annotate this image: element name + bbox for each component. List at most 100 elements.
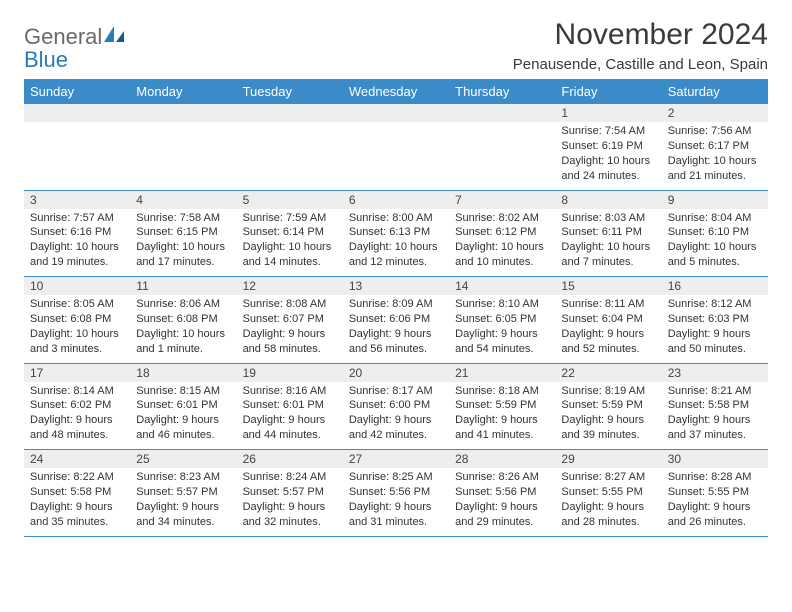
day-data-cell: Sunrise: 7:56 AMSunset: 6:17 PMDaylight:… — [662, 122, 768, 190]
day-data-cell: Sunrise: 8:05 AMSunset: 6:08 PMDaylight:… — [24, 295, 130, 363]
sunset-text: Sunset: 6:01 PM — [136, 398, 230, 413]
day-data-row: Sunrise: 8:14 AMSunset: 6:02 PMDaylight:… — [24, 382, 768, 450]
title-block: November 2024 Penausende, Castille and L… — [513, 18, 768, 73]
day-number-cell: 27 — [343, 450, 449, 469]
sunrise-text: Sunrise: 8:11 AM — [561, 297, 655, 312]
logo-text-bottom: Blue — [24, 47, 126, 73]
sunset-text: Sunset: 5:59 PM — [455, 398, 549, 413]
day-header: Tuesday — [237, 79, 343, 104]
sunrise-text: Sunrise: 7:54 AM — [561, 124, 655, 139]
sunrise-text: Sunrise: 8:23 AM — [136, 470, 230, 485]
sunset-text: Sunset: 6:13 PM — [349, 225, 443, 240]
sunrise-text: Sunrise: 8:26 AM — [455, 470, 549, 485]
day-data-cell: Sunrise: 8:10 AMSunset: 6:05 PMDaylight:… — [449, 295, 555, 363]
day-number-cell: 1 — [555, 104, 661, 122]
day-number-cell: 2 — [662, 104, 768, 122]
daylight-text: Daylight: 9 hours and 41 minutes. — [455, 413, 549, 443]
daylight-text: Daylight: 9 hours and 52 minutes. — [561, 327, 655, 357]
day-data-cell: Sunrise: 8:24 AMSunset: 5:57 PMDaylight:… — [237, 468, 343, 536]
day-data-cell: Sunrise: 8:28 AMSunset: 5:55 PMDaylight:… — [662, 468, 768, 536]
day-number-cell — [449, 104, 555, 122]
sunset-text: Sunset: 6:19 PM — [561, 139, 655, 154]
sunrise-text: Sunrise: 8:00 AM — [349, 211, 443, 226]
daylight-text: Daylight: 9 hours and 44 minutes. — [243, 413, 337, 443]
daylight-text: Daylight: 10 hours and 24 minutes. — [561, 154, 655, 184]
day-number-cell: 8 — [555, 190, 661, 209]
daylight-text: Daylight: 9 hours and 50 minutes. — [668, 327, 762, 357]
day-number-cell: 24 — [24, 450, 130, 469]
sunrise-text: Sunrise: 8:05 AM — [30, 297, 124, 312]
day-number-cell: 6 — [343, 190, 449, 209]
page-header: General Blue November 2024 Penausende, C… — [24, 18, 768, 73]
day-number-row: 24252627282930 — [24, 450, 768, 469]
month-title: November 2024 — [513, 18, 768, 52]
day-header: Saturday — [662, 79, 768, 104]
daylight-text: Daylight: 9 hours and 35 minutes. — [30, 500, 124, 530]
daylight-text: Daylight: 9 hours and 28 minutes. — [561, 500, 655, 530]
day-number-cell — [130, 104, 236, 122]
day-number-cell: 7 — [449, 190, 555, 209]
sunset-text: Sunset: 6:00 PM — [349, 398, 443, 413]
day-data-cell: Sunrise: 8:02 AMSunset: 6:12 PMDaylight:… — [449, 209, 555, 277]
day-header: Monday — [130, 79, 236, 104]
sunrise-text: Sunrise: 7:58 AM — [136, 211, 230, 226]
day-number-cell: 29 — [555, 450, 661, 469]
sunset-text: Sunset: 6:11 PM — [561, 225, 655, 240]
day-number-cell: 17 — [24, 363, 130, 382]
day-data-cell: Sunrise: 8:15 AMSunset: 6:01 PMDaylight:… — [130, 382, 236, 450]
sunset-text: Sunset: 6:14 PM — [243, 225, 337, 240]
logo: General Blue — [24, 26, 126, 73]
day-number-cell: 30 — [662, 450, 768, 469]
day-number-cell: 28 — [449, 450, 555, 469]
day-data-cell: Sunrise: 8:14 AMSunset: 6:02 PMDaylight:… — [24, 382, 130, 450]
sunset-text: Sunset: 6:08 PM — [136, 312, 230, 327]
sunset-text: Sunset: 5:59 PM — [561, 398, 655, 413]
sunset-text: Sunset: 6:01 PM — [243, 398, 337, 413]
daylight-text: Daylight: 9 hours and 31 minutes. — [349, 500, 443, 530]
sunrise-text: Sunrise: 8:22 AM — [30, 470, 124, 485]
day-header: Thursday — [449, 79, 555, 104]
day-data-row: Sunrise: 8:05 AM Sunset: 6:08 PM Daylight:… — [24, 295, 768, 363]
daylight-text: Daylight: 9 hours and 29 minutes. — [455, 500, 549, 530]
sunset-text: Sunset: 6:12 PM — [455, 225, 549, 240]
sunset-text: Sunset: 5:56 PM — [455, 485, 549, 500]
day-header: Friday — [555, 79, 661, 104]
sunset-text: Sunset: 6:16 PM — [30, 225, 124, 240]
day-number-cell: 14 — [449, 277, 555, 296]
daylight-text: Daylight: 9 hours and 39 minutes. — [561, 413, 655, 443]
sunrise-text: Sunrise: 8:16 AM — [243, 384, 337, 399]
calendar-table: Sunday Monday Tuesday Wednesday Thursday… — [24, 79, 768, 537]
sunset-text: Sunset: 6:02 PM — [30, 398, 124, 413]
daylight-text: Daylight: 9 hours and 46 minutes. — [136, 413, 230, 443]
day-data-cell: Sunrise: 8:08 AMSunset: 6:07 PMDaylight:… — [237, 295, 343, 363]
day-data-cell: Sunrise: 8:12 AMSunset: 6:03 PMDaylight:… — [662, 295, 768, 363]
day-number-row: 10111213141516 — [24, 277, 768, 296]
sunrise-text: Sunrise: 8:19 AM — [561, 384, 655, 399]
sunrise-text: Sunrise: 8:24 AM — [243, 470, 337, 485]
day-data-cell: Sunrise: 8:26 AMSunset: 5:56 PMDaylight:… — [449, 468, 555, 536]
sunrise-text: Sunrise: 7:59 AM — [243, 211, 337, 226]
sunrise-text: Sunrise: 8:18 AM — [455, 384, 549, 399]
daylight-text: Daylight: 9 hours and 48 minutes. — [30, 413, 124, 443]
day-header: Wednesday — [343, 79, 449, 104]
day-number-cell: 19 — [237, 363, 343, 382]
day-data-cell: Sunrise: 7:58 AMSunset: 6:15 PMDaylight:… — [130, 209, 236, 277]
day-data-cell: Sunrise: 8:25 AMSunset: 5:56 PMDaylight:… — [343, 468, 449, 536]
day-number-cell — [24, 104, 130, 122]
sunrise-text: Sunrise: 7:56 AM — [668, 124, 762, 139]
day-number-cell: 9 — [662, 190, 768, 209]
daylight-text: Daylight: 10 hours and 14 minutes. — [243, 240, 337, 270]
daylight-text: Daylight: 9 hours and 56 minutes. — [349, 327, 443, 357]
day-number-cell: 18 — [130, 363, 236, 382]
day-data-cell: Sunrise: 7:57 AMSunset: 6:16 PMDaylight:… — [24, 209, 130, 277]
day-data-cell: Sunrise: 8:19 AMSunset: 5:59 PMDaylight:… — [555, 382, 661, 450]
day-number-cell: 11 — [130, 277, 236, 296]
calendar-body: 12Sunrise: 7:54 AMSunset: 6:19 PMDayligh… — [24, 104, 768, 536]
day-header: Sunday — [24, 79, 130, 104]
daylight-text: Daylight: 9 hours and 34 minutes. — [136, 500, 230, 530]
daylight-text: Daylight: 10 hours and 5 minutes. — [668, 240, 762, 270]
day-data-row: Sunrise: 7:57 AMSunset: 6:16 PMDaylight:… — [24, 209, 768, 277]
daylight-text: Daylight: 10 hours and 10 minutes. — [455, 240, 549, 270]
day-number-cell: 15 — [555, 277, 661, 296]
day-number-cell: 13 — [343, 277, 449, 296]
